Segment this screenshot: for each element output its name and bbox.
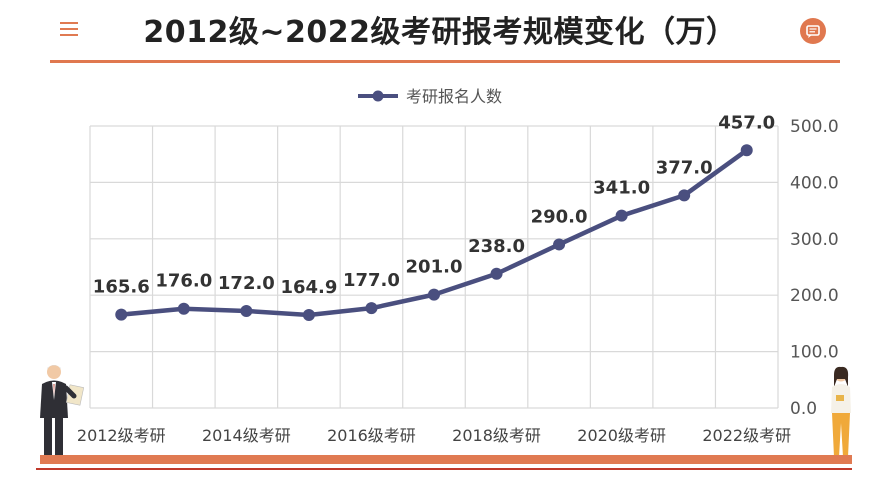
legend-marker	[372, 90, 384, 102]
y-tick-label: 200.0	[790, 286, 839, 306]
x-tick-label: 2020级考研	[577, 426, 666, 445]
data-label: 177.0	[343, 270, 400, 291]
title-divider	[50, 60, 840, 63]
businessman-illustration	[40, 365, 85, 462]
data-label: 176.0	[155, 271, 212, 292]
data-label: 165.6	[93, 277, 150, 298]
chart-frame	[50, 0, 840, 470]
data-point	[490, 267, 503, 280]
data-point	[615, 209, 628, 222]
y-tick-label: 100.0	[790, 343, 839, 363]
data-point	[240, 304, 253, 317]
data-label: 290.0	[531, 206, 588, 227]
data-label: 172.0	[218, 273, 275, 294]
chat-icon[interactable]	[800, 18, 826, 44]
data-point	[177, 302, 190, 315]
data-point	[365, 302, 378, 315]
legend-label: 考研报名人数	[406, 87, 502, 106]
data-point	[740, 144, 753, 157]
data-point	[428, 288, 440, 301]
x-tick-label: 2012级考研	[77, 426, 166, 445]
x-tick-label: 2014级考研	[202, 426, 291, 445]
data-point	[302, 308, 315, 321]
x-tick-label: 2022级考研	[702, 426, 791, 445]
y-tick-label: 400.0	[790, 173, 839, 193]
page-title: 2012级~2022级考研报考规模变化（万）	[143, 15, 737, 50]
footer-rule	[36, 468, 852, 470]
data-point	[115, 308, 128, 321]
x-tick-label: 2016级考研	[327, 426, 416, 445]
x-tick-label: 2018级考研	[452, 426, 541, 445]
data-label: 341.0	[593, 178, 650, 199]
menu-icon[interactable]	[60, 22, 78, 38]
y-tick-label: 500.0	[790, 117, 839, 137]
data-label: 457.0	[718, 112, 775, 133]
y-tick-label: 300.0	[790, 230, 839, 250]
y-tick-label: 0.0	[790, 399, 817, 419]
data-label: 377.0	[656, 157, 713, 178]
footer-bar	[40, 455, 852, 464]
woman-illustration	[831, 366, 851, 460]
data-label: 164.9	[280, 277, 337, 298]
data-label: 201.0	[406, 257, 463, 278]
data-point	[678, 189, 691, 202]
data-point	[553, 238, 566, 251]
data-label: 238.0	[468, 236, 525, 257]
